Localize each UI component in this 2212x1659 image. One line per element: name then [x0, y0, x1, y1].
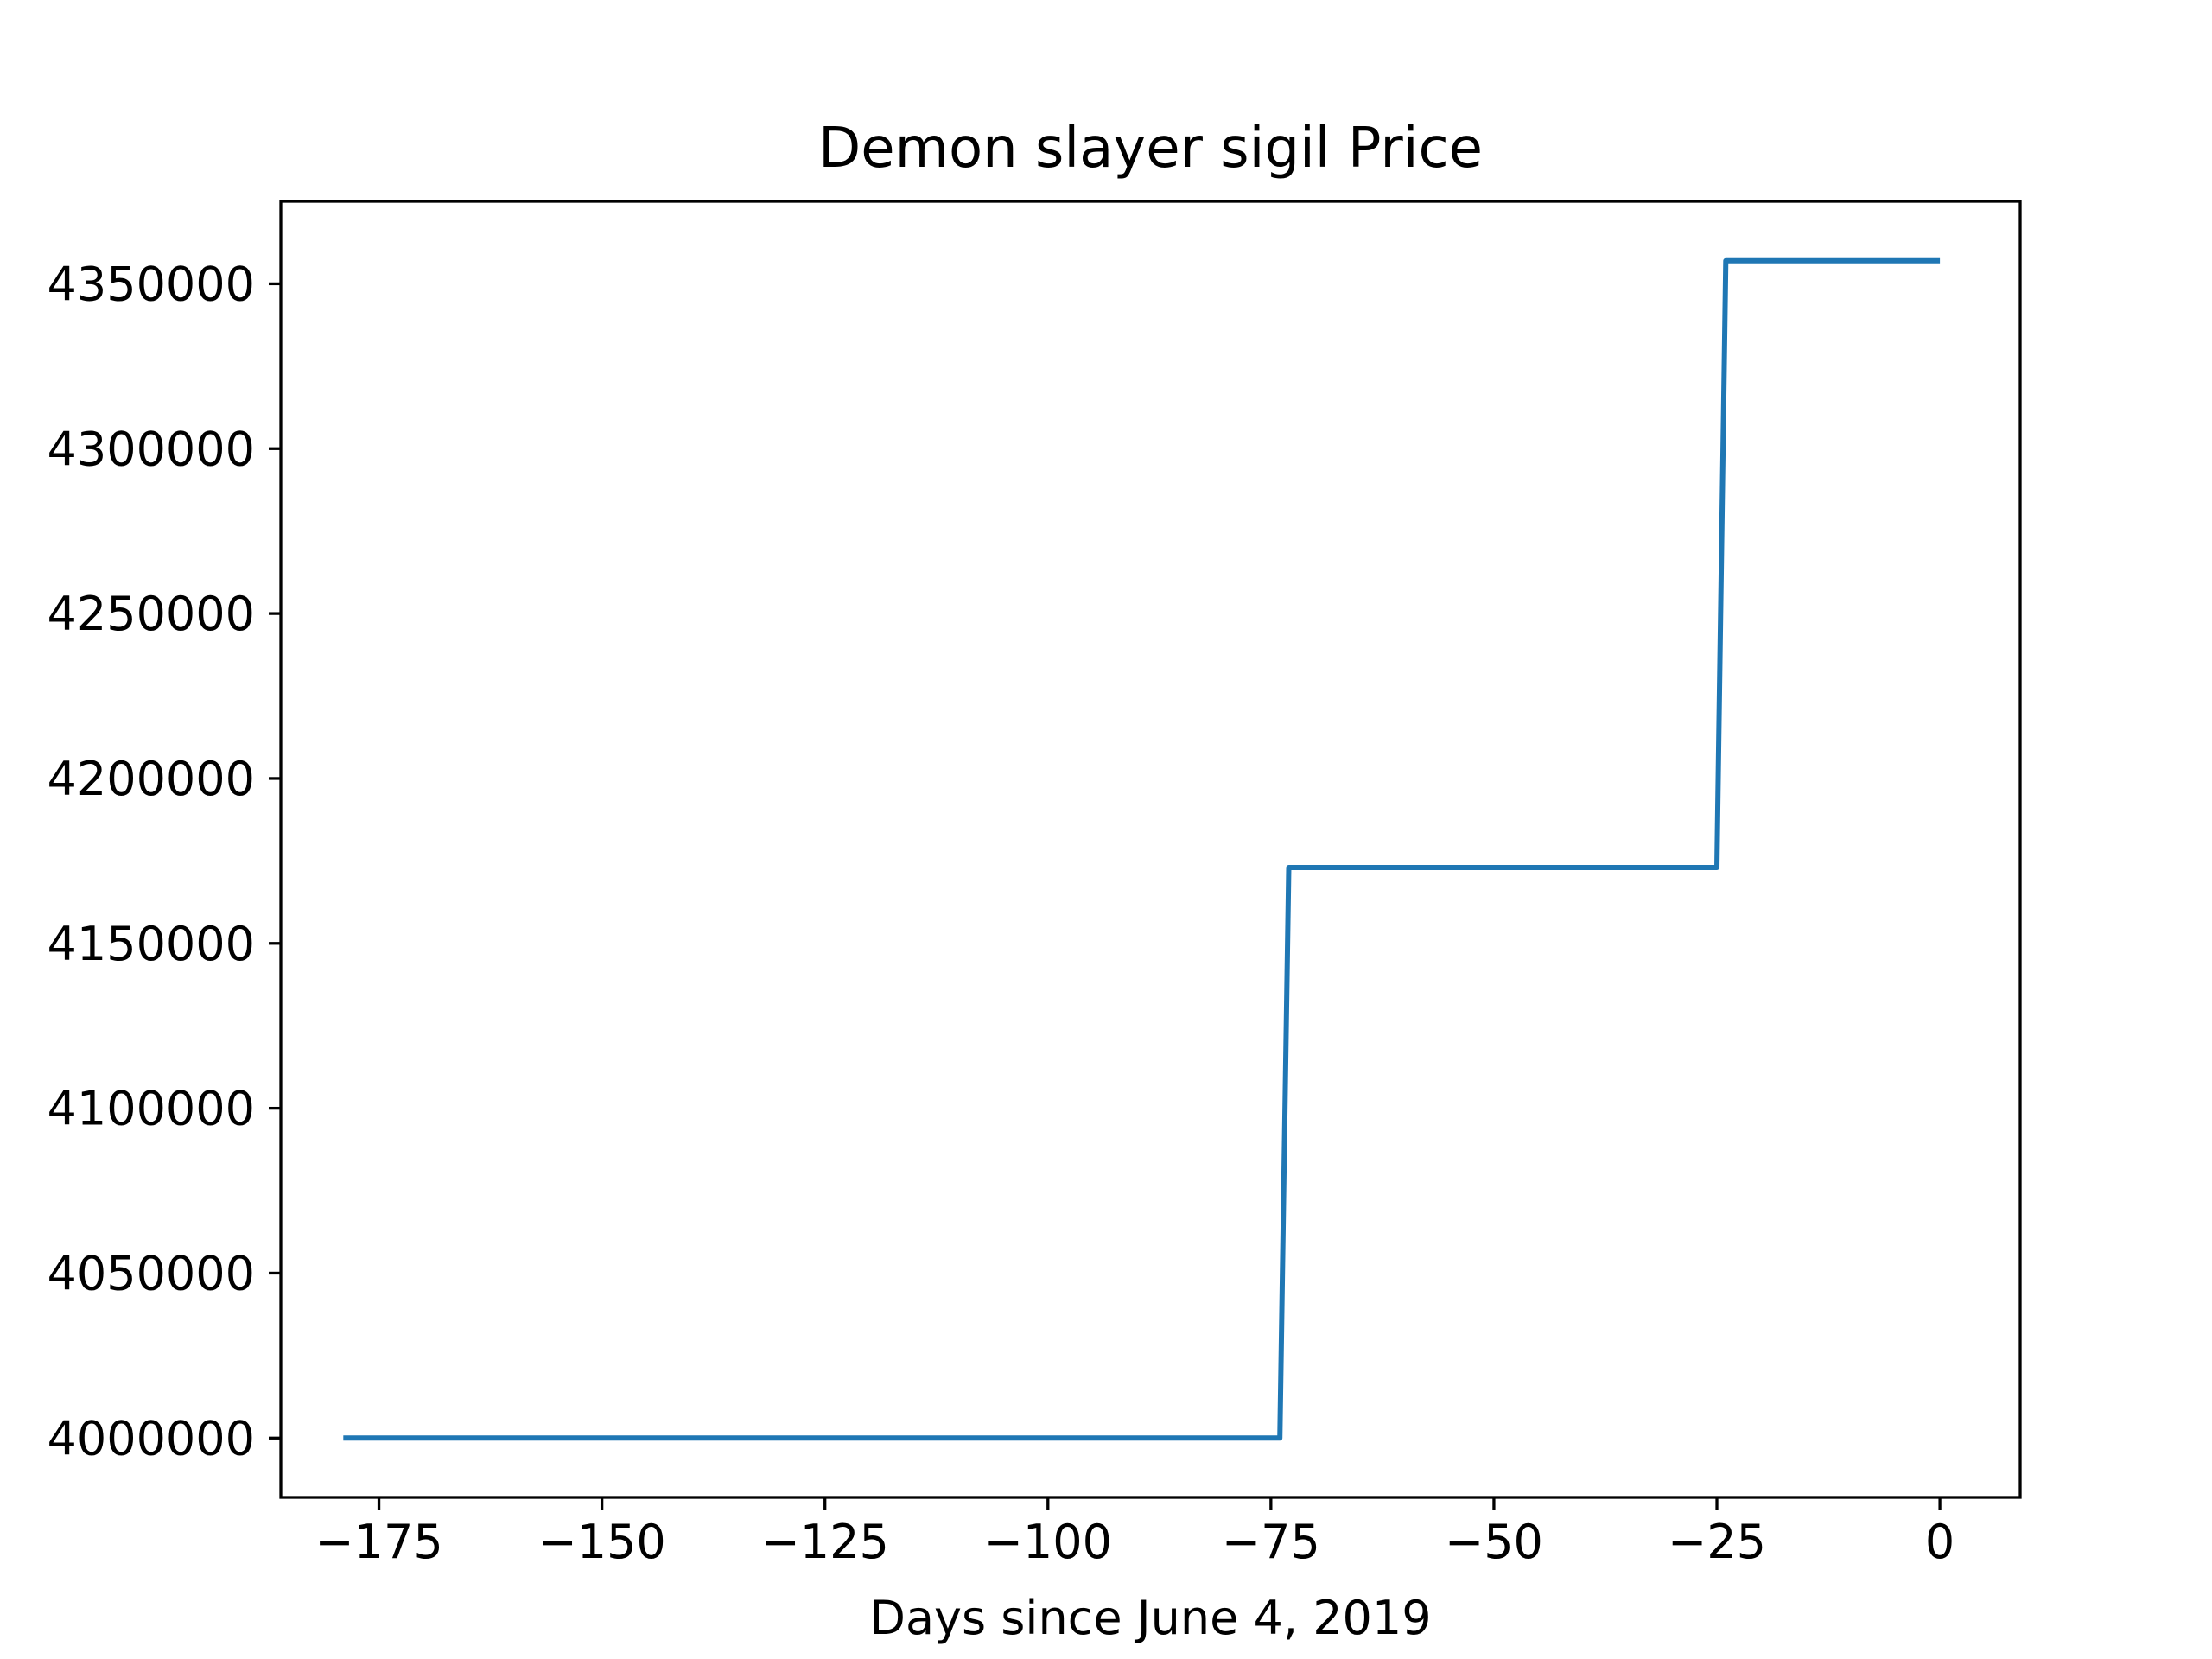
series-layer	[343, 257, 1941, 1441]
x-tick-label: 0	[1925, 1515, 1955, 1569]
x-axis-label: Days since June 4, 2019	[869, 1591, 1431, 1645]
chart-title: Demon slayer sigil Price	[818, 117, 1483, 181]
y-tick-label: 4050000	[48, 1246, 256, 1300]
y-tick-label: 4350000	[48, 257, 256, 311]
y-tick-label: 4100000	[48, 1082, 256, 1136]
series-line	[343, 257, 1941, 1441]
x-tick-label: −125	[761, 1515, 889, 1569]
y-tick-label: 4150000	[48, 917, 256, 971]
x-tick-label: −100	[984, 1515, 1112, 1569]
plot-area-frame	[279, 200, 2022, 1499]
y-tick-label: 4200000	[48, 752, 256, 806]
x-tick-label: −150	[537, 1515, 665, 1569]
x-tick-label: −50	[1445, 1515, 1543, 1569]
x-tick-label: −25	[1668, 1515, 1766, 1569]
x-tick-label: −175	[315, 1515, 442, 1569]
y-tick-label: 4000000	[48, 1411, 256, 1465]
y-tick-label: 4300000	[48, 422, 256, 476]
y-tick-label: 4250000	[48, 587, 256, 641]
x-axis-ticks: −175 −150 −125 −100 −75 −50 −25 0	[315, 1497, 1955, 1569]
y-axis-ticks: 4000000 4050000 4100000 4150000 4200000 42500…	[48, 257, 281, 1465]
x-tick-label: −75	[1222, 1515, 1320, 1569]
